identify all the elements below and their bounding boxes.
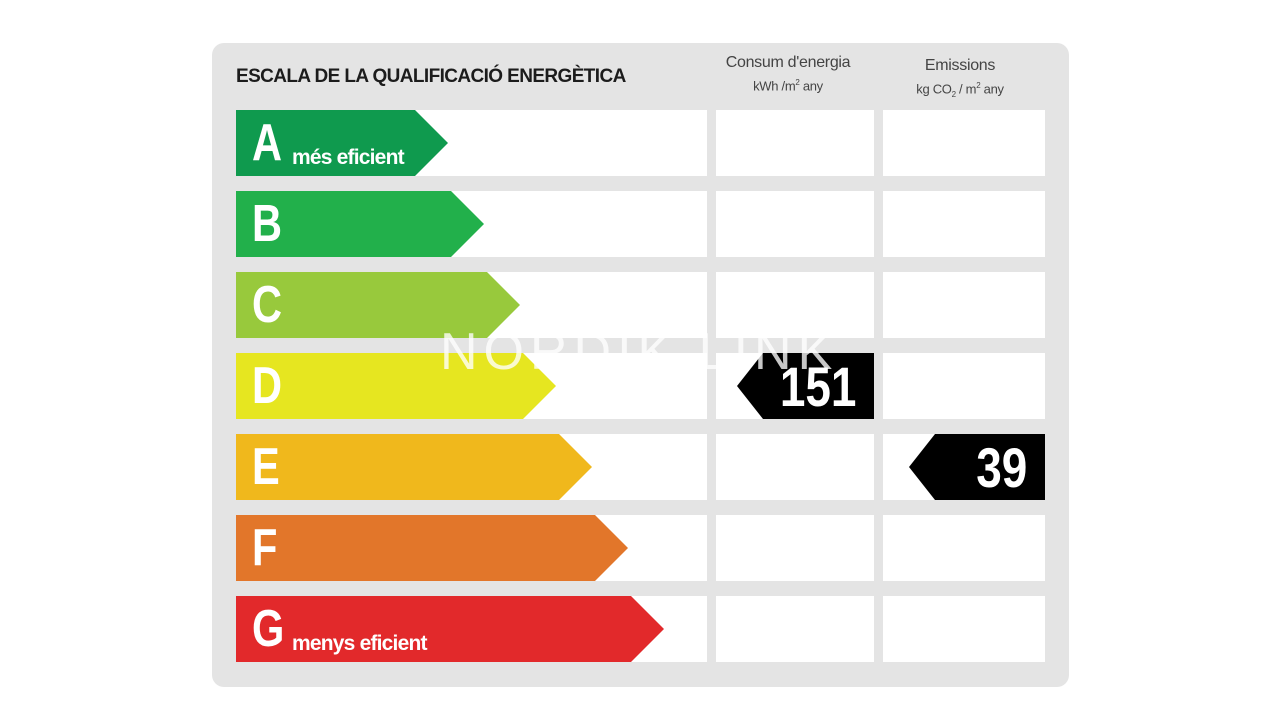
consumption-cell [716,110,874,176]
consumption-value: 151 [779,354,856,418]
consumption-cell [716,515,874,581]
consumption-label: Consum d'energia [725,54,851,71]
consumption-cell [716,596,874,662]
emissions-unit: kg CO2 / m2 any [916,81,1004,99]
rating-sublabel: menys eficient [292,632,427,655]
rating-arrow-c: C [236,272,520,338]
rating-arrow-f: F [236,515,628,581]
rating-letter: C [252,276,283,334]
consumption-cell [716,272,874,338]
rating-letter: G [252,600,285,658]
emissions-header: Emissions kg CO2 / m2 any [884,57,1036,99]
scale-title: ESCALA DE LA QUALIFICACIÓ ENERGÈTICA [236,66,626,87]
emissions-cell [883,191,1045,257]
consumption-unit: kWh /m2 any [753,78,823,94]
emissions-cell [883,110,1045,176]
rating-sublabel: més eficient [292,146,404,169]
rating-letter: A [252,114,283,172]
rating-letter: E [252,438,280,496]
emissions-value-tag: 39 [909,434,1045,500]
rating-arrow-d: D [236,353,556,419]
emissions-cell [883,272,1045,338]
consumption-cell [716,191,874,257]
rating-letter: F [252,519,278,577]
rating-arrow-e: E [236,434,592,500]
rating-letter: D [252,357,283,415]
emissions-label: Emissions [924,57,996,74]
consumption-header: Consum d'energia kWh /m2 any [716,54,860,93]
emissions-cell [883,353,1045,419]
emissions-value: 39 [975,435,1027,499]
consumption-cell [716,434,874,500]
consumption-value-tag: 151 [737,353,874,419]
emissions-cell [883,596,1045,662]
rating-letter: B [252,195,283,253]
emissions-cell [883,515,1045,581]
rating-arrow-b: B [236,191,484,257]
